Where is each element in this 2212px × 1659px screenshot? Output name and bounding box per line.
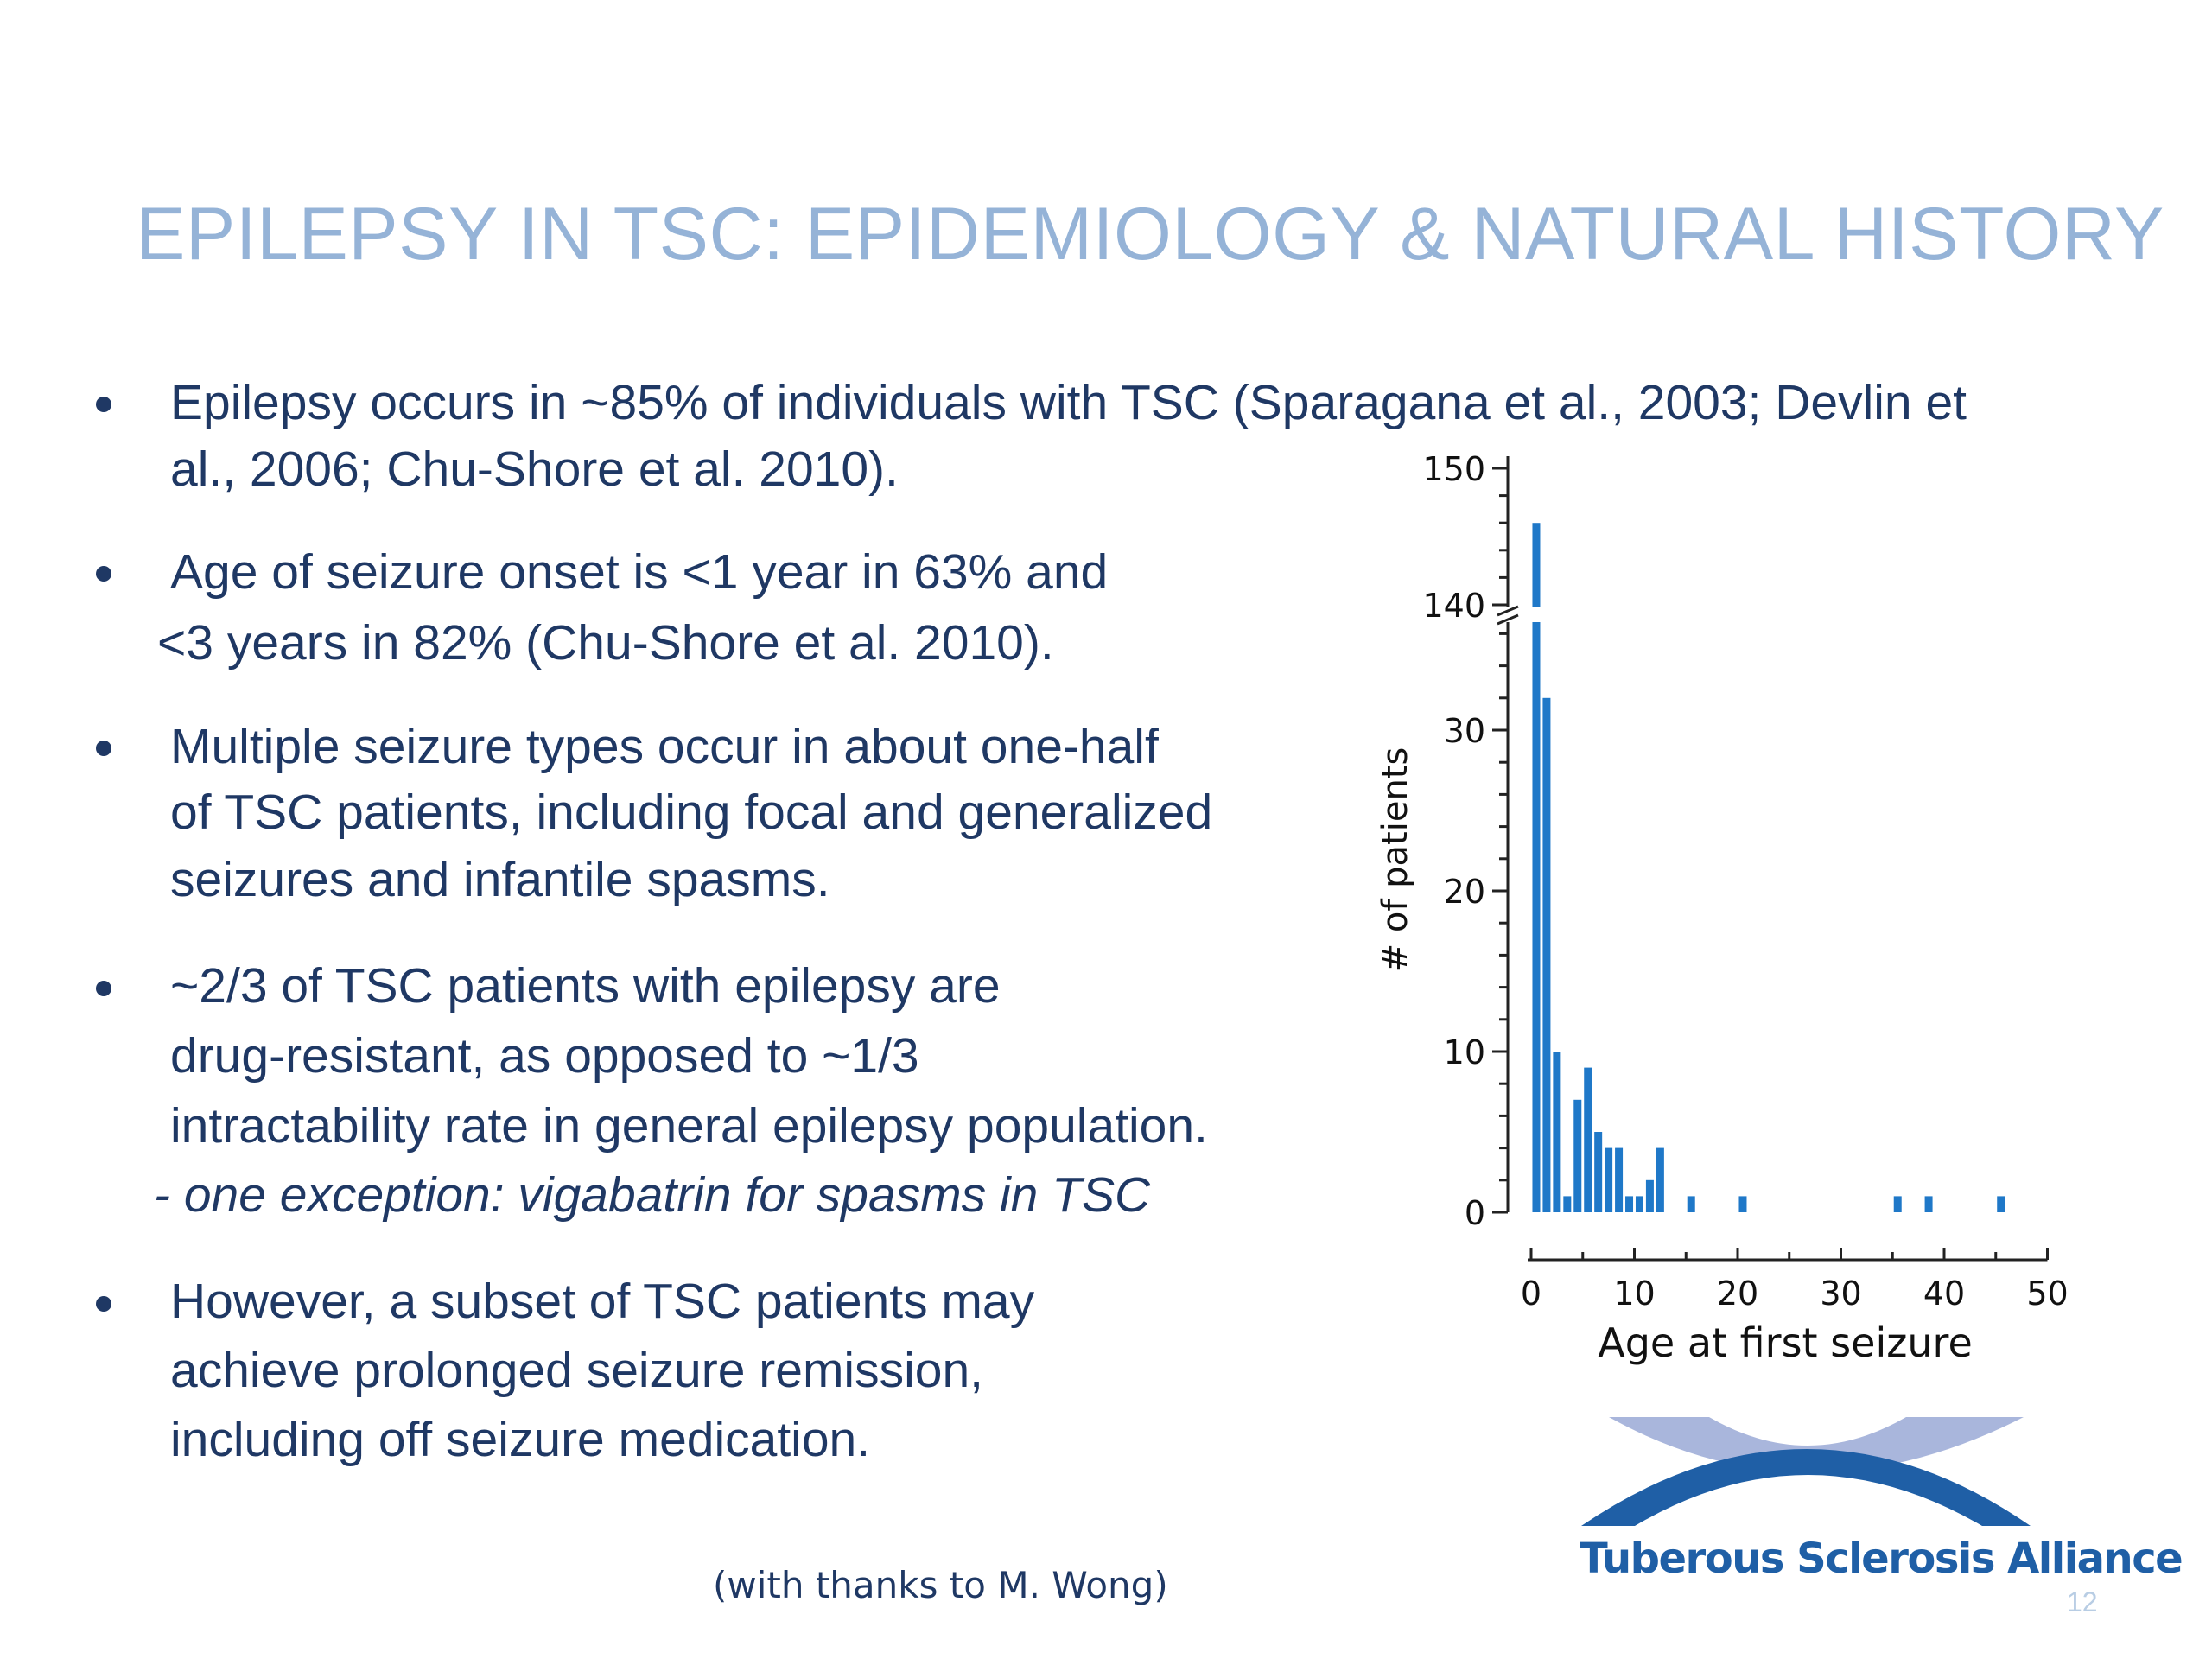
histogram-bar [1584,1067,1592,1212]
x-tick-label: 0 [1521,1274,1541,1313]
y-tick-label: 20 [1444,873,1485,911]
bullet-marker [96,1296,111,1312]
histogram-bar [1645,1179,1654,1212]
age-first-seizure-histogram: 0 10 20 30 140 150 0 10 20 30 40 50 # of patients A… [1376,450,2069,1366]
histogram-bar [1563,1196,1572,1212]
bullet-marker [96,566,111,582]
logo-wordmark: Tuberous Sclerosis Alliance [1580,1535,2183,1583]
x-tick-label: 10 [1613,1274,1655,1313]
bullet-3-line-1: Multiple seizure types occur in about on… [170,719,1159,774]
histogram-bar [1542,697,1551,1212]
y-axis-label: # of patients [1376,747,1415,973]
bullet-4-line-2: drug-resistant, as opposed to ~1/3 [170,1028,919,1084]
tsc-alliance-logo-icon [1581,1417,2031,1526]
page-number: 12 [2067,1586,2098,1618]
axis-break-mark [1497,605,1519,626]
y-tick-label: 30 [1444,712,1485,750]
histogram-bar [1605,1147,1613,1212]
y-tick-label: 10 [1444,1033,1485,1071]
histogram-bar [1635,1196,1643,1212]
bullet-5-line-3: including off seizure medication. [170,1412,871,1467]
histogram-bar [1615,1147,1624,1212]
bullet-marker [96,981,111,996]
bullet-5-line-1: However, a subset of TSC patients may [170,1274,1035,1329]
x-tick-label: 20 [1717,1274,1758,1313]
y-tick-label: 0 [1465,1194,1485,1232]
bullet-4-sub-note: - one exception: vigabatrin for spasms i… [154,1167,1151,1223]
bullet-4-line-3: intractability rate in general epilepsy … [170,1098,1208,1154]
histogram-bar [1924,1196,1933,1212]
histogram-bar [1738,1196,1747,1212]
chart-tick-labels: 0 10 20 30 140 150 0 10 20 30 40 50 [1422,450,2068,1313]
bullet-3-line-3: seizures and infantile spasms. [170,852,830,907]
histogram-bar [1656,1147,1664,1212]
bullet-4-line-1: ~2/3 of TSC patients with epilepsy are [170,958,1001,1014]
histogram-bar [1594,1132,1603,1212]
x-tick-label: 50 [2026,1274,2068,1313]
bullet-2-line-2: <3 years in 82% (Chu-Shore et al. 2010). [157,615,1054,671]
histogram-bar [1625,1196,1634,1212]
histogram-bar [1532,622,1541,1212]
bullet-3-line-2: of TSC patients, including focal and gen… [170,785,1213,840]
bullet-2-line-1: Age of seizure onset is <1 year in 63% a… [170,544,1109,600]
slide-title: EPILEPSY IN TSC: EPIDEMIOLOGY & NATURAL … [136,193,2164,276]
histogram-bar [1687,1196,1695,1212]
chart-bars [1532,523,2005,1212]
x-axis-label: Age at first seizure [1598,1319,1973,1366]
bullet-1-line-2: al., 2006; Chu-Shore et al. 2010). [170,442,899,497]
y-tick-label: 140 [1422,587,1485,625]
bullet-marker [96,741,111,756]
histogram-bar-upper [1532,523,1541,607]
histogram-bar [1573,1099,1582,1212]
chart-axes [1492,456,2049,1262]
acknowledgement: (with thanks to M. Wong) [713,1564,1168,1606]
y-tick-label: 150 [1422,450,1485,488]
histogram-bar [1893,1196,1902,1212]
bullet-1-line-1: Epilepsy occurs in ~85% of individuals w… [170,375,1967,430]
bullet-marker [96,397,111,412]
x-tick-label: 30 [1820,1274,1861,1313]
bullet-5-line-2: achieve prolonged seizure remission, [170,1343,984,1398]
x-tick-label: 40 [1923,1274,1965,1313]
histogram-bar [1553,1052,1561,1212]
histogram-bar [1997,1196,2005,1212]
